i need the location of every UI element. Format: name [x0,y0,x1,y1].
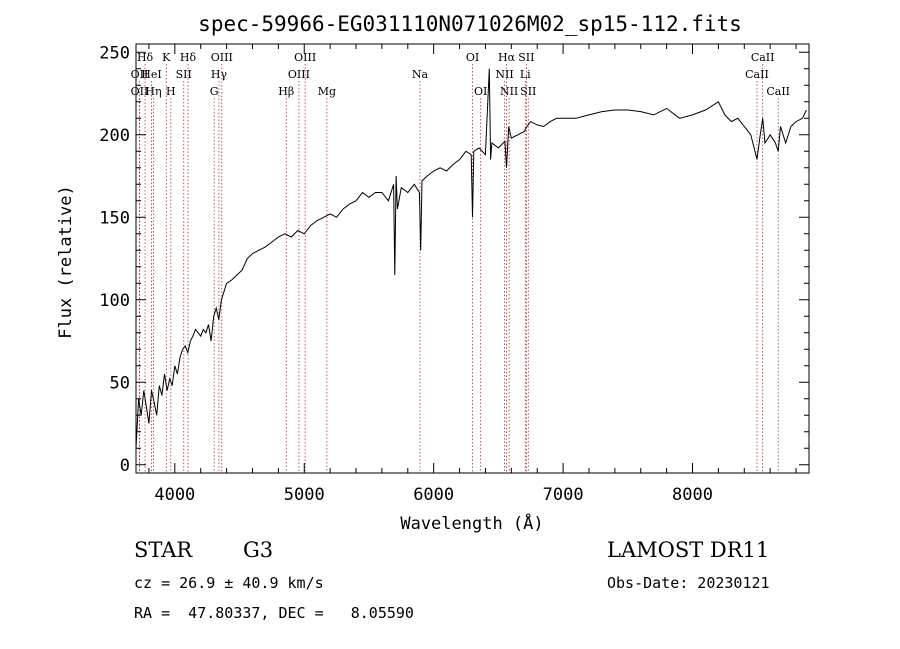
x-tick-label: 7000 [543,485,584,505]
line-marker-label: Hδ [180,51,197,64]
x-tick-label: 6000 [413,485,454,505]
line-marker-label: CaII [745,68,769,81]
line-marker-label: Hγ [211,68,228,81]
line-marker-label: OII [131,85,149,98]
y-tick-label: 200 [99,126,130,146]
y-tick-label: 50 [110,373,130,393]
y-axis-ticks: 0 50 100 150 200 250 [99,43,809,476]
y-axis-label: Flux (relative) [56,185,76,339]
object-subclass: G3 [243,538,274,562]
line-marker-label: OI [474,85,487,98]
plot-frame [135,43,810,474]
line-marker-label: Hη [145,85,161,98]
x-tick-label: 4000 [154,485,195,505]
line-marker-label: OIII [211,51,233,64]
x-axis-label: Wavelength (Å) [400,512,543,534]
y-tick-label: 250 [99,43,130,63]
survey-name: LAMOST DR11 [607,538,770,562]
line-marker-label: K [162,51,171,64]
line-marker-label: CaII [751,51,775,64]
line-marker-label: OIII [294,51,316,64]
line-marker-label: Hδ [137,51,154,64]
line-marker-label: Na [412,68,429,81]
redshift-velocity: cz = 26.9 ± 40.9 km/s [134,574,324,592]
line-marker-label: HeI [141,68,161,81]
line-marker-label: OIII [288,68,310,81]
line-marker-label: NII [500,85,518,98]
line-marker-label: OII [131,68,149,81]
y-tick-label: 0 [120,456,130,476]
y-tick-label: 100 [99,291,130,311]
observation-date: Obs-Date: 20230121 [607,574,770,592]
line-marker-label: H [166,85,176,98]
line-marker-label: SII [518,51,534,64]
line-marker-label: CaII [766,85,790,98]
line-marker-label: Li [520,68,531,81]
spectrum-line [135,68,807,449]
object-class: STAR [134,538,193,562]
y-tick-label: 150 [99,208,130,228]
line-marker-label: OI [466,51,479,64]
line-marker-label: Mg [318,85,336,98]
x-tick-label: 8000 [672,485,713,505]
line-marker-label: SII [520,85,536,98]
line-marker-label: SII [176,68,192,81]
line-marker-label: Hβ [278,85,294,98]
chart-title: spec-59966-EG031110N071026M02_sp15-112.f… [198,12,742,36]
line-marker-label: NII [495,68,513,81]
ra-dec-coordinates: RA = 47.80337, DEC = 8.05590 [134,604,414,622]
x-tick-label: 5000 [284,485,325,505]
line-marker-label: Hα [498,51,516,64]
x-axis-ticks: 4000 5000 6000 7000 8000 [148,44,797,505]
line-marker-label: G [210,85,219,98]
